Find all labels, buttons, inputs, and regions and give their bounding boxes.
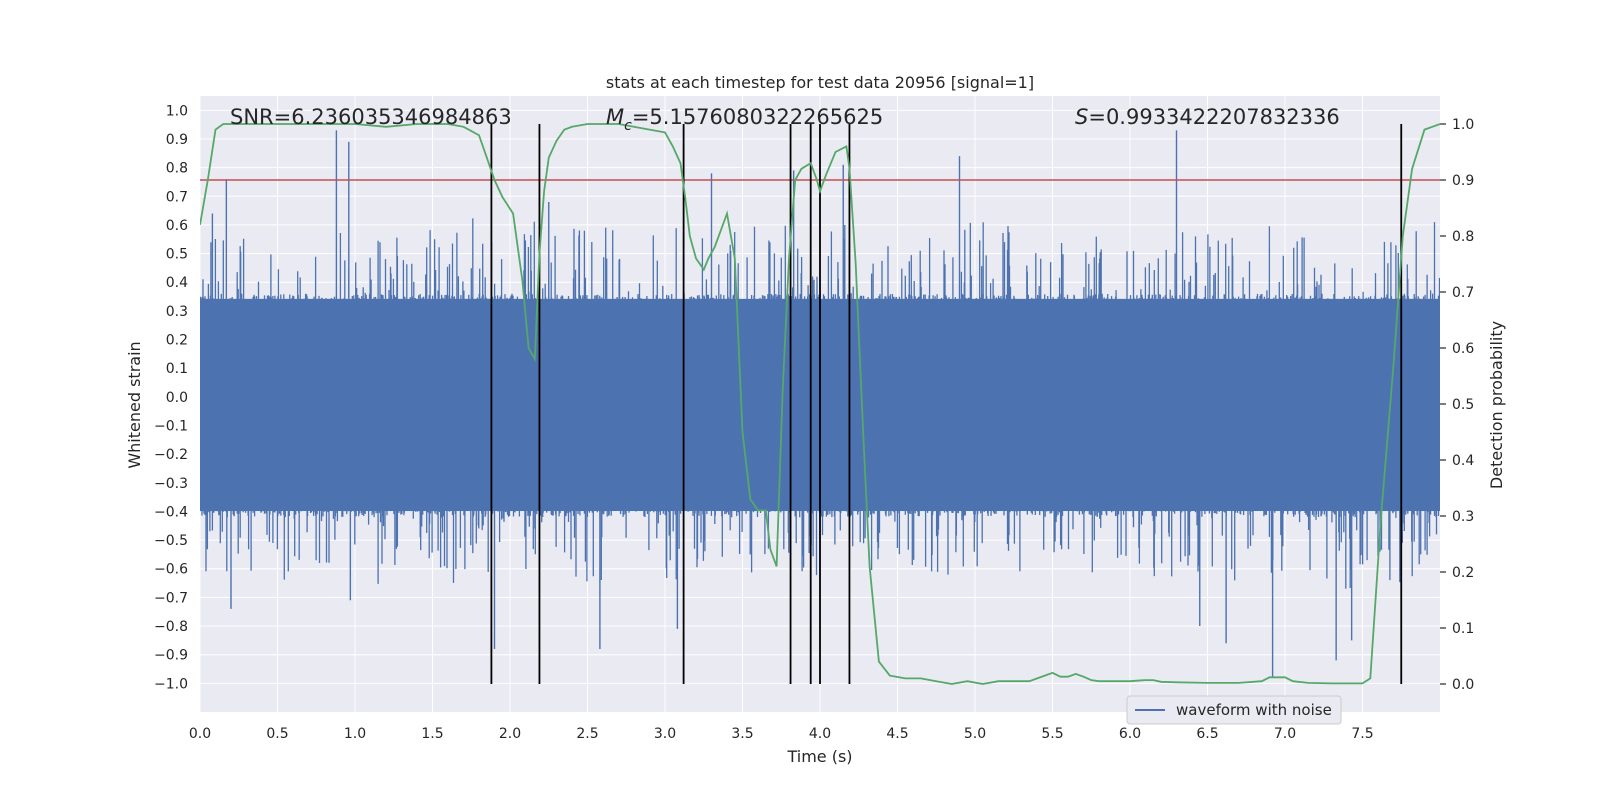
x-tick-label: 0.5: [266, 726, 288, 742]
x-tick-label: 2.0: [499, 726, 521, 742]
left-y-tick-label: 0.5: [166, 247, 188, 263]
legend: waveform with noise: [1126, 695, 1342, 725]
left-y-tick-label: −1.0: [154, 676, 188, 692]
right-y-tick-label: 0.5: [1452, 397, 1474, 413]
right-y-axis-ticks: 1.0 0.9 0.8 0.7 0.6 0.5 0.4 0.3 0.2 0.1 0.0: [1440, 117, 1474, 693]
left-y-tick-label: 0.6: [166, 218, 188, 234]
x-tick-label: 6.5: [1196, 726, 1218, 742]
right-y-axis-label: Detection probability: [1487, 321, 1506, 489]
detection-probability-series: [200, 123, 1440, 685]
x-tick-label: 0.0: [189, 726, 211, 742]
spin-annotation: S=0.9933422207832336: [1075, 105, 1340, 129]
snr-annotation: SNR=6.236035346984863: [230, 105, 512, 129]
chirp-mass-value: =5.1576080322265625: [632, 105, 883, 129]
x-axis-label: Time (s): [786, 747, 852, 766]
spin-symbol: S: [1075, 105, 1088, 129]
x-tick-label: 5.5: [1041, 726, 1063, 742]
x-tick-label: 5.0: [964, 726, 986, 742]
left-y-tick-label: 0.3: [166, 304, 188, 320]
legend-box: [1126, 695, 1342, 725]
chart-title: stats at each timestep for test data 209…: [606, 73, 1034, 92]
right-y-tick-label: 0.2: [1452, 565, 1474, 581]
chirp-mass-symbol: M: [606, 105, 624, 129]
right-y-tick-label: 0.3: [1452, 509, 1474, 525]
x-tick-label: 3.0: [654, 726, 676, 742]
x-axis-ticks: 0.0 0.5 1.0 1.5 2.0 2.5 3.0 3.5 4.0 4.5 5.0 5.5 6.0 6…: [189, 726, 1374, 742]
left-y-axis-ticks: 1.0 0.9 0.8 0.7 0.6 0.5 0.4 0.3 0.2 0.1 0.0 −0.1 −0.…: [154, 103, 188, 692]
x-tick-label: 7.0: [1274, 726, 1296, 742]
x-tick-label: 2.5: [576, 726, 598, 742]
left-y-tick-label: −0.2: [154, 447, 188, 463]
legend-entry: waveform with noise: [1176, 701, 1332, 719]
right-y-tick-label: 0.9: [1452, 173, 1474, 189]
right-y-tick-label: 0.4: [1452, 453, 1474, 469]
left-y-tick-label: −0.4: [154, 504, 188, 520]
left-y-tick-label: 0.1: [166, 361, 188, 377]
x-tick-label: 6.0: [1119, 726, 1141, 742]
x-tick-label: 1.5: [421, 726, 443, 742]
left-y-tick-label: −0.7: [154, 590, 188, 606]
x-tick-label: 3.5: [731, 726, 753, 742]
x-tick-label: 7.5: [1351, 726, 1373, 742]
left-y-axis-label: Whitened strain: [125, 341, 144, 468]
x-tick-label: 4.5: [886, 726, 908, 742]
chirp-mass-subscript: c: [624, 118, 632, 134]
right-y-tick-label: 1.0: [1452, 117, 1474, 133]
x-tick-label: 4.0: [809, 726, 831, 742]
spin-value: =0.9933422207832336: [1088, 105, 1339, 129]
left-y-tick-label: −0.8: [154, 619, 188, 635]
right-y-tick-label: 0.7: [1452, 285, 1474, 301]
left-y-tick-label: 1.0: [166, 103, 188, 119]
left-y-tick-label: −0.9: [154, 648, 188, 664]
left-y-tick-label: 0.9: [166, 132, 188, 148]
left-y-tick-label: 0.7: [166, 189, 188, 205]
left-y-tick-label: −0.1: [154, 418, 188, 434]
right-y-tick-label: 0.8: [1452, 229, 1474, 245]
left-y-tick-label: −0.3: [154, 476, 188, 492]
event-lines: [490, 124, 1403, 684]
left-y-tick-label: 0.8: [166, 161, 188, 177]
right-y-tick-label: 0.6: [1452, 341, 1474, 357]
chirp-mass-annotation: Mc=5.1576080322265625: [606, 105, 883, 134]
left-y-tick-label: 0.4: [166, 275, 188, 291]
right-y-tick-label: 0.1: [1452, 621, 1474, 637]
left-y-tick-label: −0.6: [154, 562, 188, 578]
left-y-tick-label: −0.5: [154, 533, 188, 549]
left-y-tick-label: 0.0: [166, 390, 188, 406]
x-tick-label: 1.0: [344, 726, 366, 742]
left-y-tick-label: 0.2: [166, 333, 188, 349]
right-y-tick-label: 0.0: [1452, 677, 1474, 693]
